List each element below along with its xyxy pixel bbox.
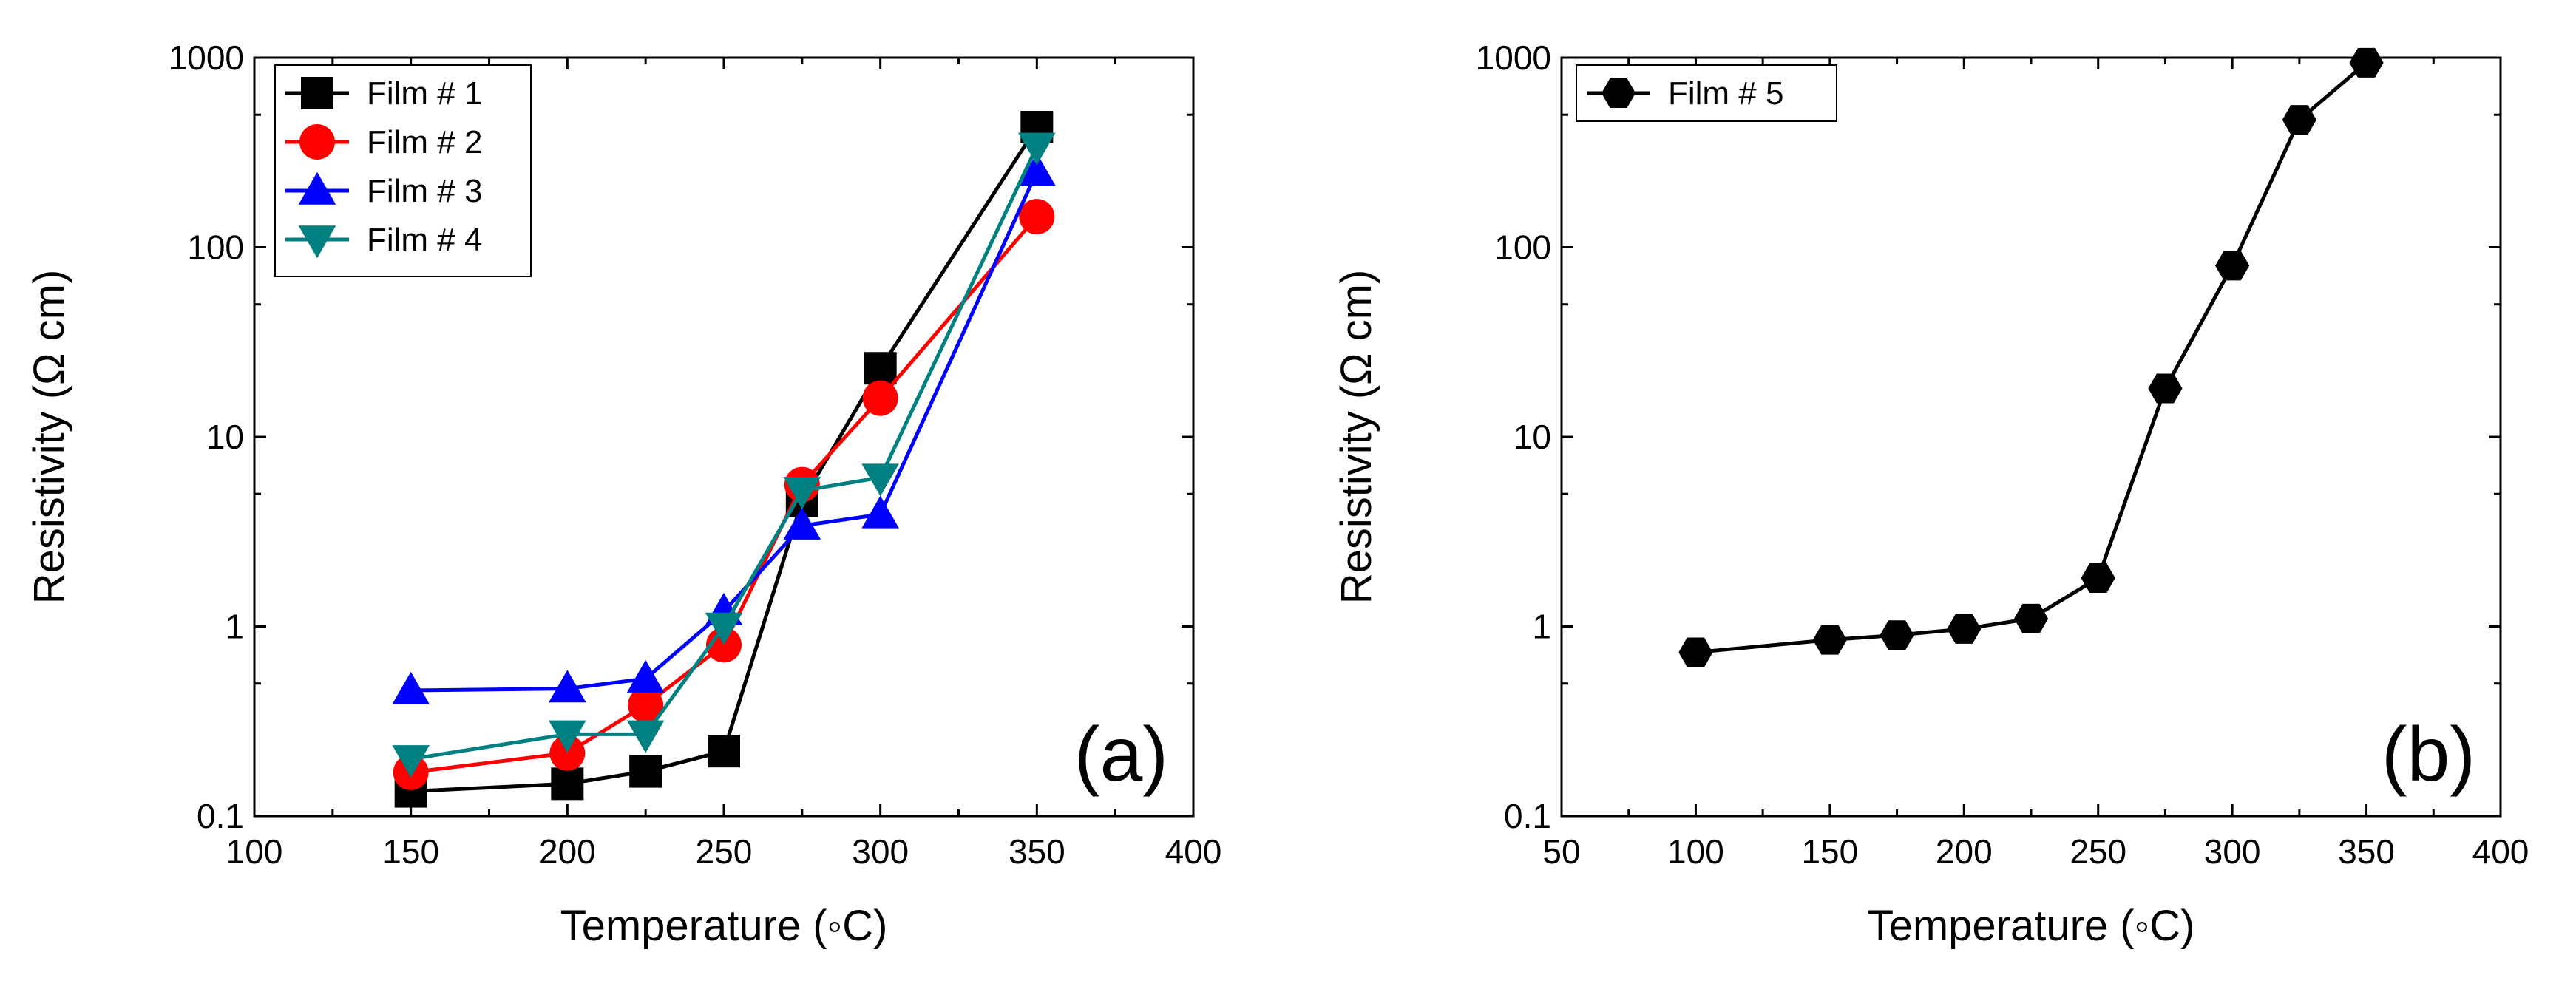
data-point	[549, 720, 586, 753]
x-tick-label: 350	[1009, 832, 1065, 871]
y-tick-label: 1000	[1476, 38, 1551, 77]
data-point	[2282, 105, 2316, 135]
data-point	[1678, 637, 1713, 667]
legend-box	[1576, 64, 1837, 122]
series-line-1	[1695, 61, 2368, 655]
y-tick-label: 1	[225, 608, 244, 646]
plot-frame	[1560, 56, 2502, 818]
panel-label: (b)	[2382, 712, 2475, 798]
x-tick-label: 250	[2070, 832, 2126, 871]
x-tick-label: 200	[1936, 832, 1993, 871]
y-axis-title: Resistivity (Ω cm)	[25, 270, 73, 605]
legend-label: Film # 5	[1668, 75, 1783, 112]
data-point	[1947, 614, 1982, 644]
legend-marker	[299, 124, 335, 160]
data-point	[783, 506, 821, 540]
y-tick-label: 10	[206, 418, 244, 456]
data-point	[626, 720, 665, 753]
legend-label: Film # 4	[367, 222, 482, 258]
legend-label: Film # 1	[367, 75, 482, 112]
x-tick-label: 150	[1801, 832, 1858, 871]
data-point	[629, 755, 662, 788]
data-point	[705, 612, 743, 645]
data-point	[2349, 47, 2384, 78]
data-point	[783, 477, 821, 510]
data-point	[549, 670, 586, 703]
x-tick-label: 100	[1667, 832, 1724, 871]
data-point	[1018, 132, 1056, 166]
x-tick-label: 150	[382, 832, 439, 871]
legend-marker	[298, 171, 336, 205]
y-tick-label: 100	[187, 228, 244, 267]
x-tick-label: 400	[1165, 832, 1222, 871]
panel-label: (a)	[1074, 712, 1168, 798]
data-point	[551, 767, 584, 801]
legend-label: Film # 3	[367, 173, 482, 209]
y-axis-title: Resistivity (Ω cm)	[1332, 270, 1380, 605]
data-point	[628, 687, 664, 723]
data-point	[549, 735, 586, 771]
data-point	[392, 745, 430, 778]
x-tick-label: 250	[696, 832, 753, 871]
y-tick-label: 0.1	[1504, 797, 1551, 835]
data-point	[392, 671, 430, 704]
x-axis-title: Temperature (◦C)	[1868, 902, 2195, 950]
legend-marker	[301, 77, 333, 109]
x-tick-label: 50	[1542, 832, 1580, 871]
data-point	[1018, 153, 1056, 186]
data-point	[1019, 199, 1055, 235]
data-point	[864, 352, 897, 385]
x-tick-label: 300	[852, 832, 909, 871]
data-point	[2013, 603, 2049, 633]
data-point	[861, 463, 899, 497]
y-tick-label: 100	[1494, 228, 1551, 267]
data-point	[626, 659, 665, 693]
data-point	[861, 495, 899, 529]
data-point	[862, 380, 898, 416]
x-tick-label: 100	[226, 832, 283, 871]
data-point	[2081, 563, 2115, 594]
x-tick-label: 300	[2204, 832, 2261, 871]
legend-marker	[1601, 78, 1636, 109]
y-tick-label: 0.1	[197, 797, 244, 835]
y-tick-label: 10	[1514, 418, 1551, 456]
y-tick-label: 1	[1532, 608, 1551, 646]
data-point	[708, 735, 740, 768]
x-tick-label: 200	[539, 832, 596, 871]
x-tick-label: 400	[2472, 832, 2529, 871]
data-point	[2215, 251, 2250, 281]
data-point	[1812, 625, 1847, 655]
data-point	[2148, 373, 2183, 404]
legend-label: Film # 2	[367, 124, 482, 160]
y-tick-label: 1000	[169, 38, 244, 77]
panel-b: 50 100 150 200 250 300 350 400 0.1 1 10 100 1000 Temp…	[1332, 38, 2529, 950]
x-axis-title: Temperature (◦C)	[560, 902, 888, 950]
x-tick-label: 350	[2338, 832, 2395, 871]
legend-marker	[298, 225, 336, 259]
data-point	[1880, 620, 1914, 650]
panel-a: 100 150 200 250 300 350 400 0.1 1 10 100 1000 Temper…	[25, 38, 1221, 950]
